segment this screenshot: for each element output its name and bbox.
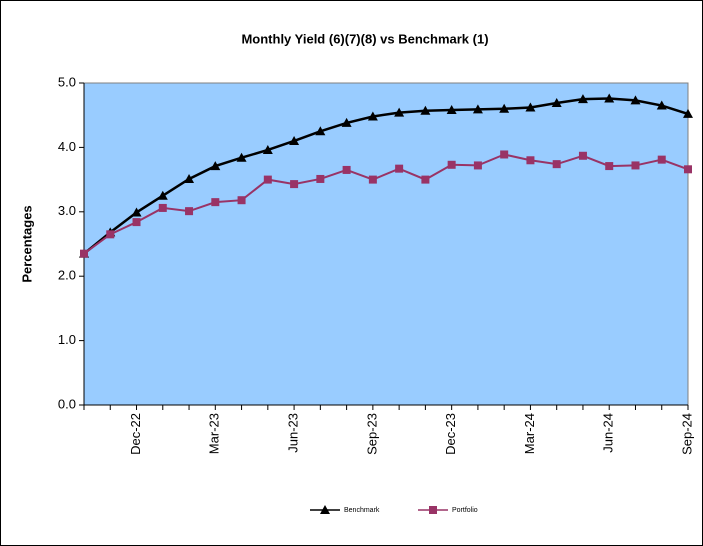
- chart-title: Monthly Yield (6)(7)(8) vs Benchmark (1): [241, 31, 488, 46]
- y-tick-label: 1.0: [58, 332, 76, 347]
- data-point: [656, 100, 667, 110]
- x-tick-label: Dec-22: [128, 413, 143, 455]
- data-point: [577, 94, 588, 104]
- data-point: [185, 207, 194, 216]
- data-point: [526, 156, 535, 165]
- data-point: [446, 105, 457, 115]
- data-point: [551, 97, 562, 107]
- data-point: [684, 165, 692, 174]
- data-point: [631, 161, 640, 170]
- legend-marker: [320, 505, 330, 514]
- x-tick-label: Dec-23: [443, 413, 458, 455]
- data-point: [80, 249, 88, 258]
- data-point: [342, 165, 351, 174]
- data-point: [420, 105, 431, 115]
- y-tick-label: 2.0: [58, 268, 76, 283]
- x-tick-label: Mar-24: [522, 413, 537, 454]
- x-tick-label: Sep-23: [364, 413, 379, 455]
- data-point: [131, 207, 142, 217]
- data-point: [500, 150, 509, 159]
- x-tick-label: Jun-23: [286, 413, 301, 453]
- y-tick-label: 4.0: [58, 139, 76, 154]
- data-point: [472, 104, 483, 114]
- data-point: [315, 126, 326, 136]
- data-point: [290, 180, 299, 189]
- data-point: [236, 152, 247, 162]
- legend-label: Portfolio: [452, 507, 478, 514]
- data-point: [157, 190, 168, 200]
- data-point: [447, 160, 456, 169]
- data-point: [262, 144, 273, 154]
- data-point: [211, 198, 220, 207]
- x-tick-label: Sep-24: [679, 413, 694, 455]
- data-point: [395, 164, 404, 173]
- data-point: [394, 107, 405, 117]
- y-tick-label: 3.0: [58, 203, 76, 218]
- data-point: [368, 175, 377, 184]
- data-point: [473, 161, 482, 170]
- data-point: [367, 111, 378, 121]
- data-point: [525, 102, 536, 112]
- data-point: [604, 93, 615, 103]
- data-point: [210, 161, 221, 171]
- data-point: [316, 174, 325, 183]
- data-point: [184, 173, 195, 183]
- data-point: [237, 196, 246, 205]
- data-point: [421, 175, 430, 184]
- legend-marker: [429, 506, 437, 514]
- data-point: [605, 162, 614, 171]
- data-point: [158, 203, 167, 212]
- data-point: [657, 155, 666, 164]
- x-tick-label: Mar-23: [207, 413, 222, 454]
- x-tick-label: Jun-24: [601, 413, 616, 453]
- data-point: [341, 117, 352, 127]
- data-point: [289, 135, 300, 145]
- data-point: [683, 108, 693, 118]
- data-point: [106, 230, 115, 239]
- data-point: [499, 103, 510, 113]
- series-line: [83, 97, 689, 255]
- y-axis-title: Percentages: [19, 205, 34, 282]
- data-point: [578, 151, 587, 160]
- data-point: [263, 175, 272, 184]
- y-tick-label: 5.0: [58, 74, 76, 89]
- legend-label: Benchmark: [344, 507, 380, 514]
- data-point: [132, 218, 141, 227]
- data-point: [552, 160, 561, 169]
- data-point: [630, 95, 641, 105]
- series-line: [83, 153, 689, 255]
- y-tick-label: 0.0: [58, 396, 76, 411]
- plot-area: [83, 82, 689, 406]
